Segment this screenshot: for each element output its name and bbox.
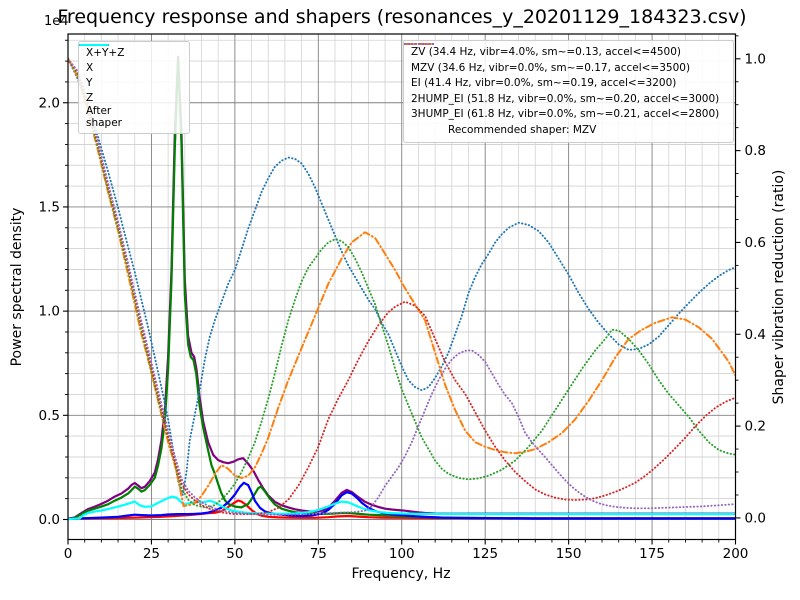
curves-group	[68, 55, 736, 521]
series-mzv	[68, 57, 736, 507]
x-tick-label: 125	[472, 546, 498, 562]
psd-legend-item: X+Y+Z	[79, 44, 182, 61]
x-tick-label: 50	[226, 546, 243, 562]
chart-title: Frequency response and shapers (resonanc…	[57, 6, 747, 28]
y-axis-offset-label: 1e4	[44, 14, 69, 29]
legend-line-sample	[404, 43, 434, 45]
series-y	[68, 57, 736, 520]
y-right-tick-label: 0.2	[745, 419, 766, 435]
y-left-tick-label: 0.0	[39, 512, 60, 528]
x-tick-label: 200	[723, 546, 749, 562]
psd-legend-item-label: Y	[86, 76, 93, 89]
shaper-legend-item-label: EI (41.4 Hz, vibr=0.0%, sm~=0.19, accel<…	[411, 77, 677, 89]
y-left-tick-label: 2.0	[39, 95, 60, 111]
shaper-legend-item-label: 3HUMP_EI (61.8 Hz, vibr=0.0%, sm~=0.21, …	[411, 108, 720, 120]
shaper-legend-item: 3HUMP_EI (61.8 Hz, vibr=0.0%, sm~=0.21, …	[404, 43, 726, 123]
shaper-legend: ZV (34.4 Hz, vibr=4.0%, sm~=0.13, accel<…	[403, 40, 734, 143]
psd-legend-item-label: After shaper	[86, 105, 123, 129]
shaper-legend-item: 2HUMP_EI (51.8 Hz, vibr=0.0%, sm~=0.20, …	[404, 43, 726, 108]
psd-legend-item-label: X+Y+Z	[86, 46, 125, 59]
psd-legend-item-label: X	[86, 61, 94, 74]
series-x-y-z	[68, 55, 736, 520]
x-tick-label: 0	[64, 546, 73, 562]
psd-legend-item: Z	[79, 44, 182, 106]
psd-legend: X+Y+Z X Y Z After shaper	[78, 41, 190, 134]
y-left-tick-label: 0.5	[39, 408, 60, 424]
shaper-legend-item: EI (41.4 Hz, vibr=0.0%, sm~=0.19, accel<…	[404, 43, 726, 92]
shaper-legend-item-label: MZV (34.6 Hz, vibr=0.0%, sm~=0.17, accel…	[411, 61, 691, 74]
psd-legend-item-label: Z	[86, 91, 94, 104]
x-tick-label: 175	[639, 546, 665, 562]
y-right-tick-label: 1.0	[745, 51, 766, 67]
series-after-shaper	[68, 495, 736, 521]
series-x	[68, 499, 736, 520]
y-left-tick-label: 1.5	[39, 199, 60, 215]
x-axis-label: Frequency, Hz	[351, 566, 451, 582]
psd-legend-item: X	[79, 44, 182, 76]
shaper-legend-item-label: ZV (34.4 Hz, vibr=4.0%, sm~=0.13, accel<…	[411, 46, 681, 58]
shaper-legend-item-label: 2HUMP_EI (51.8 Hz, vibr=0.0%, sm~=0.20, …	[411, 92, 720, 105]
y-right-tick-label: 0.6	[745, 235, 766, 251]
shaper-legend-footer: Recommended shaper: MZV	[411, 123, 726, 139]
y-right-tick-label: 0.0	[745, 510, 766, 526]
series-ei	[68, 57, 736, 509]
legend-line-sample	[79, 44, 109, 46]
x-tick-label: 25	[143, 546, 160, 562]
y-axis-left-label: Power spectral density	[9, 207, 25, 367]
shaper-legend-item: MZV (34.6 Hz, vibr=0.0%, sm~=0.17, accel…	[404, 43, 726, 77]
psd-legend-item: Y	[79, 44, 182, 91]
x-tick-label: 150	[556, 546, 582, 562]
x-tick-label: 100	[389, 546, 415, 562]
y-right-tick-label: 0.8	[745, 143, 766, 159]
x-tick-label: 75	[310, 546, 327, 562]
y-axis-right-label: Shaper vibration reduction (ratio)	[771, 169, 787, 405]
y-right-tick-label: 0.4	[745, 327, 766, 343]
psd-legend-item: After shaper	[79, 44, 182, 129]
series-3hump-ei	[68, 57, 736, 516]
recommended-shaper-note: Recommended shaper: MZV	[448, 124, 597, 137]
y-left-tick-label: 1.0	[39, 304, 60, 320]
shaper-legend-item: ZV (34.4 Hz, vibr=4.0%, sm~=0.13, accel<…	[404, 43, 726, 61]
series-2hump-ei	[68, 57, 736, 516]
